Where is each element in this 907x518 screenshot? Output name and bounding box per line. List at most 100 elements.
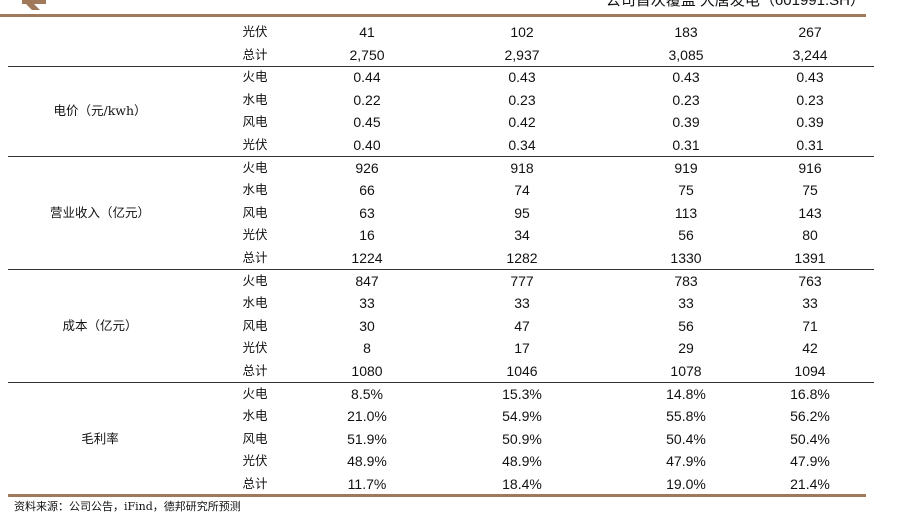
cell: 21.4% [790,476,830,492]
cell: 33 [514,295,530,312]
cell: 33 [678,295,694,312]
cell: 0.43 [672,69,700,86]
row-label: 光伏 [242,227,268,243]
cell: 19.0% [666,476,706,492]
cell: 1330 [670,250,702,266]
cell: 1282 [506,250,538,266]
cell: 1224 [351,250,383,266]
cell: 0.39 [672,114,700,131]
cell: 66 [359,182,375,199]
cell: 102 [510,24,534,40]
cell: 34 [514,227,530,244]
cell: 0.23 [508,91,536,108]
section-rule [8,156,874,158]
cell: 113 [674,204,698,221]
cell: 183 [674,24,698,40]
cell: 1046 [506,363,538,379]
cell: 14.8% [666,385,706,402]
row-label: 水电 [242,182,268,198]
row-label: 火电 [242,272,268,288]
section-rule [8,65,874,67]
cell: 16.8% [790,385,830,402]
group-label: 毛利率 [81,430,119,446]
cell: 926 [355,159,379,176]
cell: 3,244 [792,46,828,63]
row-label: 风电 [242,204,268,220]
row-label: 水电 [242,408,268,424]
cell: 71 [802,317,818,334]
cell: 777 [510,272,534,289]
row-label: 火电 [242,69,268,85]
cell: 47 [514,317,530,334]
row-label: 总计 [242,476,268,491]
cell: 54.9% [502,408,542,425]
cell: 0.23 [796,91,824,108]
cell: 33 [359,295,375,312]
cell: 56.2% [790,408,830,425]
cell: 8 [363,340,371,357]
group-label: 成本（亿元） [62,317,138,333]
cell: 18.4% [502,476,542,492]
row-label: 风电 [242,114,268,130]
cell: 1391 [794,250,826,266]
cell: 1078 [670,363,702,379]
row-label: 火电 [242,159,268,175]
cell: 80 [802,227,818,244]
cell: 42 [802,340,818,357]
cell: 919 [674,159,698,176]
cell: 918 [510,159,534,176]
cell: 15.3% [502,385,542,402]
cell: 2,750 [349,46,385,63]
cell: 0.43 [508,69,536,86]
cell: 0.31 [672,137,700,153]
cell: 0.39 [796,114,824,131]
cell: 0.31 [796,137,824,153]
section-rule [8,269,874,271]
bottom-rule [8,494,866,498]
row-label: 水电 [242,295,268,311]
cell: 55.8% [666,408,706,425]
row-label: 风电 [242,430,268,446]
cell: 763 [798,272,822,289]
row-label: 光伏 [242,453,268,469]
cell: 74 [514,182,530,199]
section-rule [8,382,874,384]
cell: 143 [798,204,822,221]
row-label: 总计 [242,250,268,265]
row-label: 风电 [242,317,268,333]
cell: 47.9% [666,453,706,470]
row-label: 光伏 [242,137,268,152]
cell: 48.9% [347,453,387,470]
row-label: 总计 [242,363,268,378]
cell: 1080 [351,363,383,379]
cell: 75 [678,182,694,199]
cell: 0.43 [796,69,824,86]
row-label: 水电 [242,91,268,107]
row-label: 火电 [242,385,268,401]
cell: 41 [359,24,375,40]
row-label: 光伏 [242,24,268,39]
cell: 17 [514,340,530,357]
cell: 21.0% [347,408,387,425]
source-note: 资料来源：公司公告，iFind，德邦研究所预测 [14,500,241,513]
cell: 783 [674,272,698,289]
cell: 847 [355,272,379,289]
cell: 2,937 [504,46,540,63]
header-title: 公司首次覆盖 大唐发电（601991.SH） [605,0,865,9]
cell: 3,085 [668,46,704,63]
cell: 0.40 [353,137,381,153]
cell: 1094 [794,363,826,379]
cell: 47.9% [790,453,830,470]
cell: 50.4% [666,430,706,447]
cell: 50.4% [790,430,830,447]
cell: 0.23 [672,91,700,108]
cell: 16 [359,227,375,244]
cell: 50.9% [502,430,542,447]
cell: 0.45 [353,114,381,131]
cell: 56 [678,317,694,334]
group-label: 营业收入（亿元） [49,204,151,220]
cell: 56 [678,227,694,244]
cell: 48.9% [502,453,542,470]
cell: 0.22 [353,91,381,108]
